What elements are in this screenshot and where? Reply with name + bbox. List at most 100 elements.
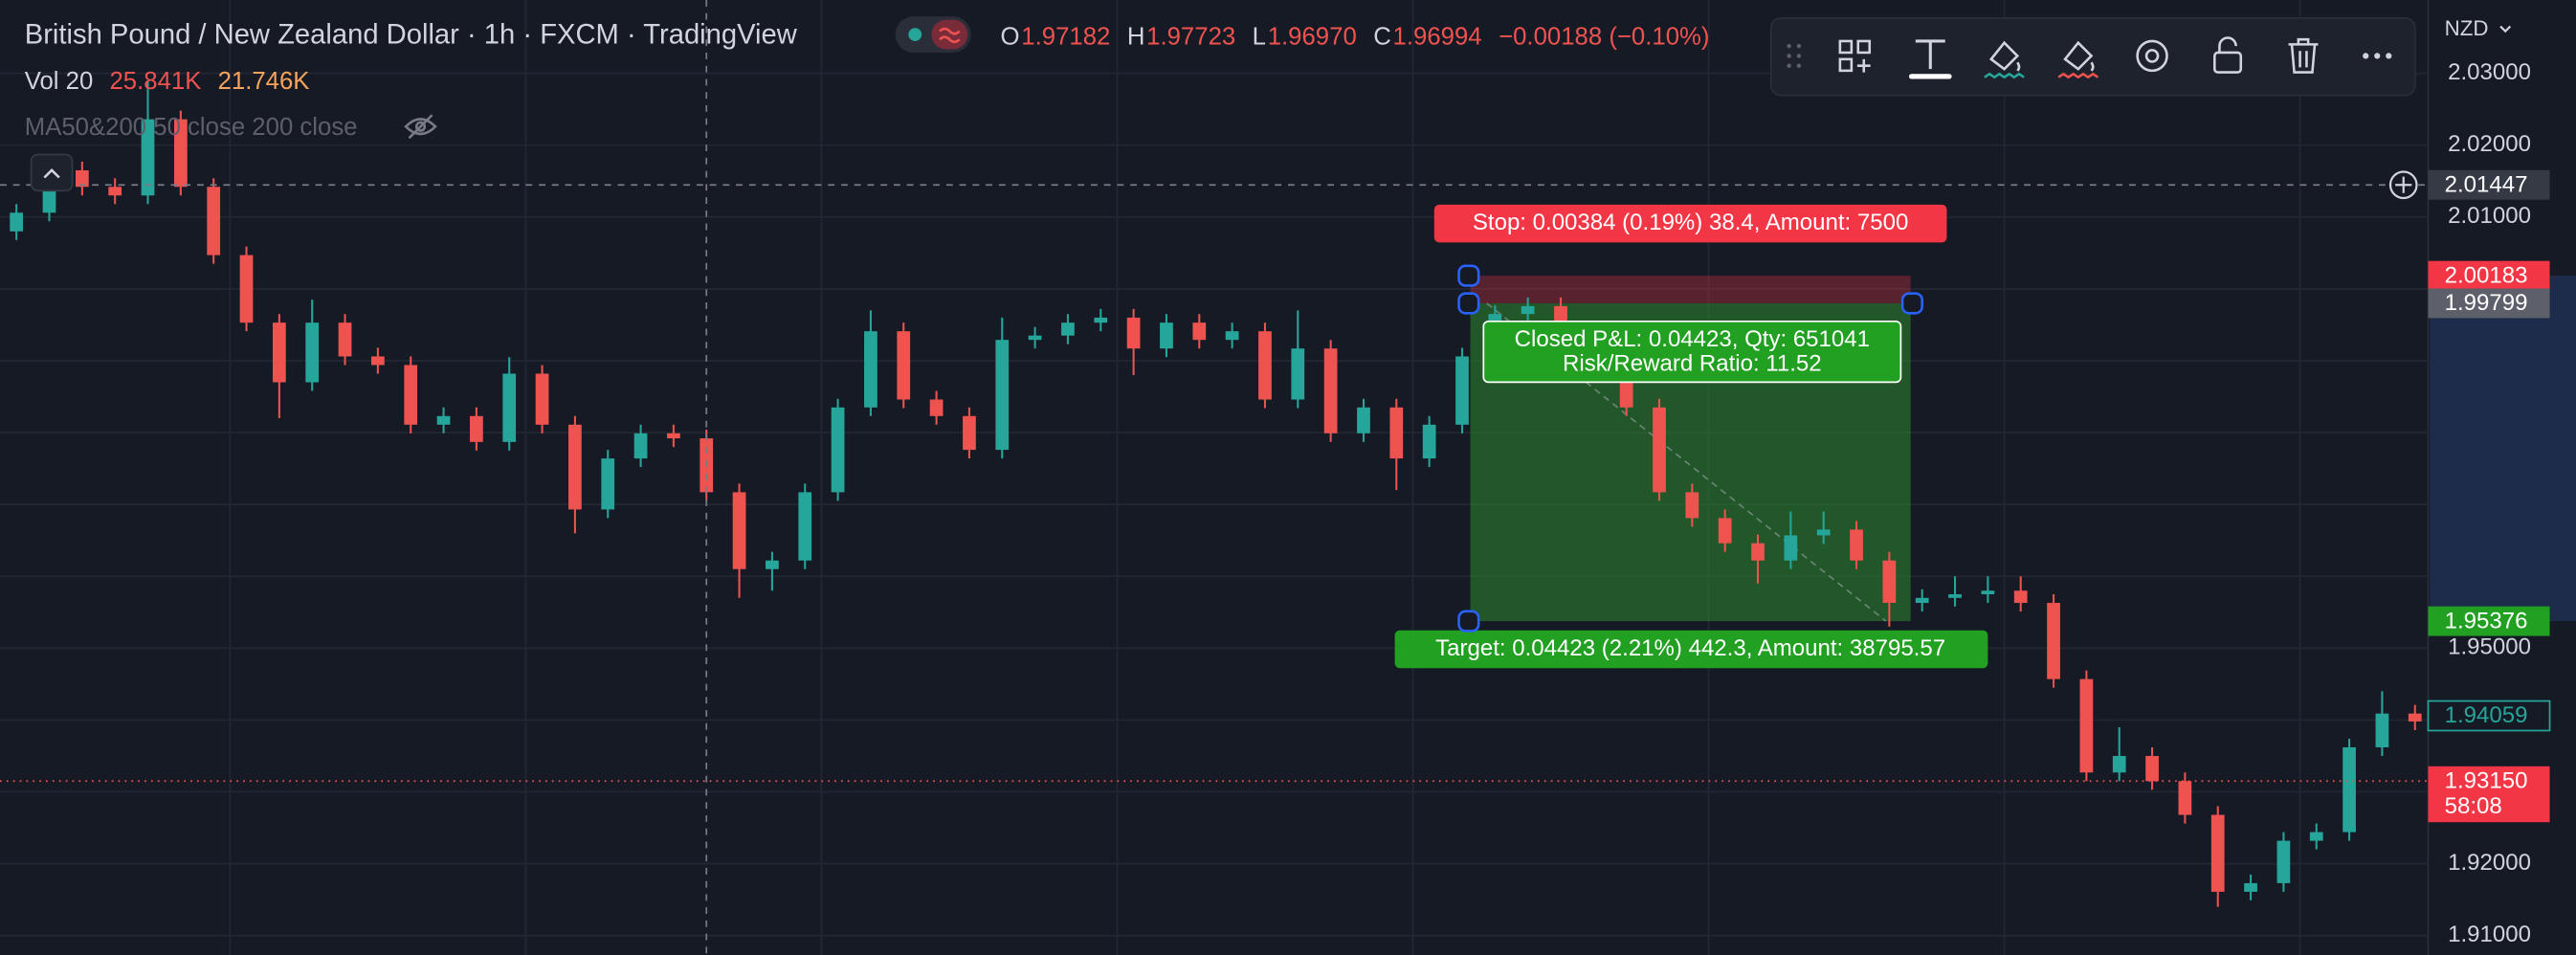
candle-body [239, 255, 254, 323]
template-button[interactable] [1838, 39, 1872, 73]
candle-body [1751, 543, 1765, 561]
candle-body [1816, 529, 1831, 536]
candle-body [798, 492, 812, 561]
volume-ma: 21.746K [218, 68, 310, 95]
grid [0, 0, 2429, 955]
stop-zone [1470, 276, 1911, 303]
candle-body [2145, 755, 2159, 782]
candle-body [1094, 317, 1108, 323]
candle-body [1981, 590, 1995, 595]
candle-body [995, 340, 1010, 451]
candle-body [2013, 590, 2028, 604]
ohlc-key: L [1253, 23, 1266, 50]
candle-body [1028, 335, 1042, 341]
y-tick-label: 1.92000 [2448, 850, 2531, 876]
candle-body [1225, 331, 1239, 341]
candle-body [1455, 356, 1469, 425]
market-open-dot [908, 28, 922, 41]
lock-button[interactable] [2213, 36, 2243, 74]
delete-button[interactable] [2288, 37, 2319, 74]
pnl-label: Closed P&L: 0.04423, Qty: 651041 [1515, 326, 1870, 352]
volume-legend: Vol 20 25.841K 21.746K [25, 68, 310, 95]
candle-body [2210, 814, 2225, 892]
candle-body [2244, 882, 2257, 892]
bar-countdown: 58:08 [2445, 793, 2502, 819]
candle-body [1948, 594, 1962, 598]
y-tick-label: 1.91000 [2448, 922, 2531, 947]
candle-body [1192, 322, 1207, 341]
candle-body [1126, 317, 1141, 349]
currency-dropdown-icon [2499, 25, 2512, 33]
candle-body [2343, 746, 2356, 833]
candle-body [929, 399, 944, 416]
candle-body [633, 433, 648, 459]
candle-body [371, 356, 385, 366]
delay-badge [931, 19, 968, 50]
candle-body [535, 373, 549, 425]
candle-body [1521, 305, 1535, 315]
candle-body [2112, 755, 2126, 773]
candle-body [568, 424, 582, 510]
price-tag [2427, 700, 2551, 732]
candle-body [1323, 348, 1338, 433]
last-price-tag [2428, 766, 2550, 823]
volume-value: 25.841K [109, 68, 201, 95]
fill-color-button[interactable] [1984, 40, 2025, 79]
drawing-toolbar [1769, 17, 2416, 97]
price-change: −0.00188 (−0.10%) [1499, 23, 1709, 50]
more-button[interactable] [2363, 53, 2392, 59]
target-label: Target: 0.04423 (2.21%) 442.3, Amount: 3… [1435, 635, 1945, 661]
text-color-button[interactable] [1908, 39, 1952, 79]
candle-body [1653, 407, 1666, 493]
candle-body [173, 119, 188, 188]
ohlc-key: H [1127, 23, 1145, 50]
y-tick-label: 2.01000 [2448, 203, 2531, 229]
collapse-button[interactable] [30, 153, 74, 192]
candle-body [1685, 492, 1699, 519]
drag-handle[interactable] [1457, 292, 1480, 315]
candle-body [2079, 678, 2094, 773]
ohlc-values: O 1.97182 H 1.97723 L 1.96970 C 1.96994 −0.0… [1001, 23, 1710, 50]
label-box [1394, 630, 1988, 669]
candle-body [864, 331, 877, 408]
ohlc-value: 1.96994 [1393, 23, 1482, 50]
candle-body [1160, 322, 1173, 349]
delay-icon [939, 27, 961, 44]
price-tag-label: 1.95376 [2445, 608, 2528, 633]
candle-body [2276, 840, 2291, 883]
price-tag-label: 1.94059 [2445, 702, 2528, 728]
candle-body [601, 458, 615, 510]
candle-body [272, 322, 286, 383]
candle-body [1422, 424, 1436, 459]
drag-handle[interactable] [1457, 264, 1480, 287]
candle-body [897, 331, 911, 400]
price-axis: 1.910001.920001.930001.940001.950001.960… [2427, 59, 2576, 947]
candle-body [338, 322, 352, 357]
currency-selector[interactable]: NZD [2445, 16, 2489, 40]
line-color-button[interactable] [2057, 40, 2099, 79]
candle-body [1882, 560, 1897, 604]
candle-body [1061, 322, 1075, 336]
price-tag-label: 2.01447 [2445, 171, 2528, 197]
collapse-icon [43, 167, 60, 179]
candle-body [502, 373, 517, 442]
candle-body [1718, 518, 1732, 544]
drag-handle[interactable] [1900, 292, 1923, 315]
ohlc-value: 1.97182 [1021, 23, 1110, 50]
y-tick-label: 2.02000 [2448, 131, 2531, 157]
price-tag-label: 2.00183 [2445, 262, 2528, 288]
candle-body [831, 407, 845, 493]
toolbar-grip[interactable] [1787, 43, 1802, 68]
hidden-eye-icon[interactable] [404, 114, 437, 140]
candle-body [1784, 535, 1798, 561]
candle-body [470, 415, 483, 442]
rr-label: Risk/Reward Ratio: 11.52 [1563, 351, 1822, 377]
ohlc-value: 1.97723 [1146, 23, 1235, 50]
ma-legend: MA50&200 50 close 200 close [25, 114, 358, 141]
settings-button[interactable] [2136, 39, 2168, 73]
drag-handle[interactable] [1457, 610, 1480, 633]
